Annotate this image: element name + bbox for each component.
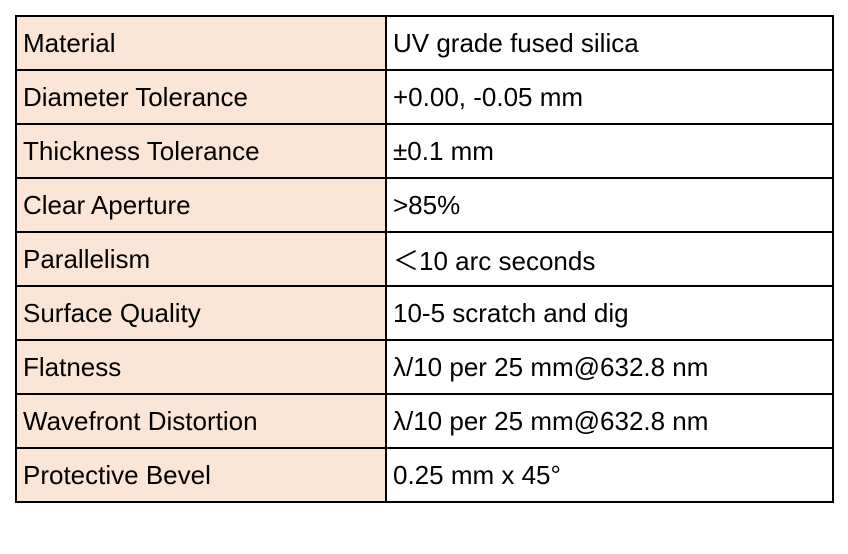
table-row: Protective Bevel 0.25 mm x 45° [15, 447, 834, 503]
table-row: Material UV grade fused silica [15, 15, 834, 71]
spec-value: UV grade fused silica [385, 15, 834, 71]
spec-label: Thickness Tolerance [15, 123, 387, 179]
spec-label: Material [15, 15, 387, 71]
spec-value: 10-5 scratch and dig [385, 285, 834, 341]
spec-label: Parallelism [15, 231, 387, 287]
spec-label: Diameter Tolerance [15, 69, 387, 125]
spec-value: λ/10 per 25 mm@632.8 nm [385, 339, 834, 395]
table-row: Wavefront Distortion λ/10 per 25 mm@632.… [15, 393, 834, 449]
spec-value: ＜10 arc seconds [385, 231, 834, 287]
spec-label: Protective Bevel [15, 447, 387, 503]
spec-value: 0.25 mm x 45° [385, 447, 834, 503]
spec-table-container: Material UV grade fused silica Diameter … [15, 15, 834, 503]
table-row: Diameter Tolerance +0.00, -0.05 mm [15, 69, 834, 125]
table-row: Thickness Tolerance ±0.1 mm [15, 123, 834, 179]
spec-value: +0.00, -0.05 mm [385, 69, 834, 125]
spec-label: Flatness [15, 339, 387, 395]
spec-label: Wavefront Distortion [15, 393, 387, 449]
spec-value: λ/10 per 25 mm@632.8 nm [385, 393, 834, 449]
spec-label: Clear Aperture [15, 177, 387, 233]
table-row: Flatness λ/10 per 25 mm@632.8 nm [15, 339, 834, 395]
spec-label: Surface Quality [15, 285, 387, 341]
spec-value: ±0.1 mm [385, 123, 834, 179]
specification-table: Material UV grade fused silica Diameter … [15, 15, 834, 503]
table-row: Surface Quality 10-5 scratch and dig [15, 285, 834, 341]
table-row: Clear Aperture >85% [15, 177, 834, 233]
spec-value: >85% [385, 177, 834, 233]
table-row: Parallelism ＜10 arc seconds [15, 231, 834, 287]
